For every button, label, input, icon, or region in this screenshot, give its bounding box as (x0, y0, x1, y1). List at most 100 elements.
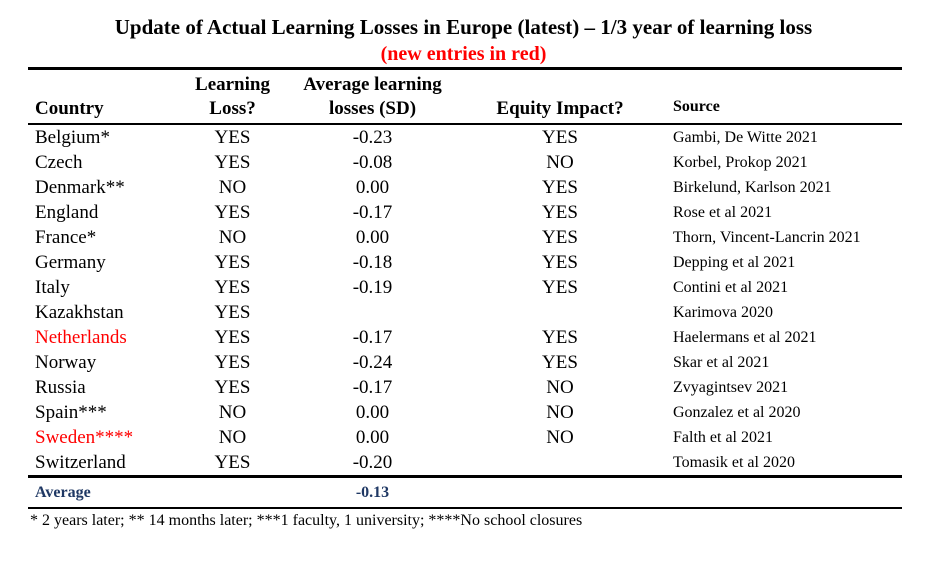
average-label: Average (35, 484, 91, 501)
table-row: France* NO 0.00 YES Thorn, Vincent-Lancr… (28, 225, 902, 250)
country-cell: Czech (35, 152, 83, 173)
table-header: Country Learning Loss? Average learning … (28, 68, 902, 124)
learning-loss-cell: YES (214, 377, 251, 398)
avg-losses-cell: -0.20 (352, 452, 393, 473)
equity-impact-cell (460, 450, 660, 477)
avg-losses-cell (285, 300, 460, 325)
avg-losses-cell: 0.00 (355, 177, 390, 198)
learning-loss-cell: NO (218, 402, 247, 423)
table-row: Russia YES -0.17 NO Zvyagintsev 2021 (28, 375, 902, 400)
learning-loss-cell: YES (214, 127, 251, 148)
avg-losses-cell: 0.00 (355, 402, 390, 423)
learning-loss-cell: NO (218, 427, 247, 448)
table-row: Netherlands YES -0.17 YES Haelermans et … (28, 325, 902, 350)
country-cell: Germany (35, 252, 106, 273)
source-cell: Rose et al 2021 (673, 204, 773, 221)
learning-loss-cell: YES (214, 452, 251, 473)
country-cell: Italy (35, 277, 70, 298)
equity-impact-cell: YES (542, 252, 578, 273)
country-cell: Switzerland (35, 452, 126, 473)
country-cell: Kazakhstan (35, 302, 124, 323)
avg-losses-cell: -0.24 (352, 352, 393, 373)
learning-losses-table: Country Learning Loss? Average learning … (28, 67, 902, 509)
equity-impact-cell: NO (546, 402, 574, 423)
country-cell: France* (35, 227, 97, 248)
country-cell: Spain*** (35, 402, 107, 423)
avg-losses-cell: 0.00 (355, 427, 390, 448)
equity-impact-cell: YES (542, 127, 578, 148)
page-subtitle: (new entries in red) (380, 43, 547, 65)
table-row: England YES -0.17 YES Rose et al 2021 (28, 200, 902, 225)
footnote: * 2 years later; ** 14 months later; ***… (30, 512, 583, 529)
country-cell: England (35, 202, 99, 223)
equity-impact-cell: YES (542, 227, 578, 248)
table-row: Italy YES -0.19 YES Contini et al 2021 (28, 275, 902, 300)
source-cell: Korbel, Prokop 2021 (673, 154, 808, 171)
page-title: Update of Actual Learning Losses in Euro… (114, 15, 813, 39)
source-cell: Depping et al 2021 (673, 254, 796, 271)
learning-loss-cell: YES (214, 202, 251, 223)
avg-losses-cell: -0.17 (352, 377, 393, 398)
table-row: Denmark** NO 0.00 YES Birkelund, Karlson… (28, 175, 902, 200)
header-learning-loss: Learning Loss? (195, 74, 270, 119)
avg-losses-cell: -0.19 (352, 277, 393, 298)
table-row: Kazakhstan YES Karimova 2020 (28, 300, 902, 325)
avg-losses-cell: -0.17 (352, 327, 393, 348)
country-cell: Denmark** (35, 177, 125, 198)
learning-loss-cell: NO (218, 227, 247, 248)
table-row: Norway YES -0.24 YES Skar et al 2021 (28, 350, 902, 375)
source-cell: Zvyagintsev 2021 (673, 379, 789, 396)
equity-impact-cell: NO (546, 377, 574, 398)
equity-impact-cell: YES (542, 177, 578, 198)
equity-impact-cell: NO (546, 427, 574, 448)
country-cell: Norway (35, 352, 97, 373)
table-row: Germany YES -0.18 YES Depping et al 2021 (28, 250, 902, 275)
table-row: Sweden**** NO 0.00 NO Falth et al 2021 (28, 425, 902, 450)
country-cell: Russia (35, 377, 86, 398)
table-row: Switzerland YES -0.20 Tomasik et al 2020 (28, 450, 902, 477)
source-cell: Karimova 2020 (673, 304, 773, 321)
source-cell: Tomasik et al 2020 (673, 454, 795, 471)
country-cell: Sweden**** (35, 427, 134, 448)
avg-losses-cell: -0.17 (352, 202, 393, 223)
average-row: Average -0.13 (28, 476, 902, 508)
table-row: Spain*** NO 0.00 NO Gonzalez et al 2020 (28, 400, 902, 425)
header-avg-losses: Average learning losses (SD) (303, 74, 442, 119)
learning-loss-cell: YES (214, 252, 251, 273)
avg-losses-cell: 0.00 (355, 227, 390, 248)
average-value: -0.13 (355, 484, 390, 501)
learning-loss-cell: YES (214, 352, 251, 373)
table-row: Belgium* YES -0.23 YES Gambi, De Witte 2… (28, 124, 902, 150)
source-cell: Haelermans et al 2021 (673, 329, 817, 346)
equity-impact-cell: NO (546, 152, 574, 173)
source-cell: Falth et al 2021 (673, 429, 773, 446)
source-cell: Contini et al 2021 (673, 279, 789, 296)
source-cell: Gonzalez et al 2020 (673, 404, 801, 421)
learning-loss-cell: YES (214, 327, 251, 348)
equity-impact-cell: YES (542, 327, 578, 348)
learning-loss-cell: YES (214, 277, 251, 298)
equity-impact-cell (460, 300, 660, 325)
source-cell: Birkelund, Karlson 2021 (673, 179, 832, 196)
equity-impact-cell: YES (542, 277, 578, 298)
source-cell: Gambi, De Witte 2021 (673, 129, 818, 146)
learning-loss-cell: YES (214, 152, 251, 173)
learning-loss-cell: YES (214, 302, 251, 323)
header-source: Source (673, 98, 720, 115)
table-body: Belgium* YES -0.23 YES Gambi, De Witte 2… (28, 124, 902, 477)
equity-impact-cell: YES (542, 352, 578, 373)
source-cell: Thorn, Vincent-Lancrin 2021 (673, 229, 861, 246)
header-row: Country Learning Loss? Average learning … (28, 68, 902, 124)
equity-impact-cell: YES (542, 202, 578, 223)
header-equity-impact: Equity Impact? (496, 98, 624, 119)
title-block: Update of Actual Learning Losses in Euro… (0, 0, 927, 66)
table-row: Czech YES -0.08 NO Korbel, Prokop 2021 (28, 150, 902, 175)
avg-losses-cell: -0.18 (352, 252, 393, 273)
country-cell: Netherlands (35, 327, 127, 348)
header-country: Country (35, 98, 104, 119)
learning-loss-cell: NO (218, 177, 247, 198)
source-cell: Skar et al 2021 (673, 354, 770, 371)
country-cell: Belgium* (35, 127, 110, 148)
avg-losses-cell: -0.23 (352, 127, 393, 148)
